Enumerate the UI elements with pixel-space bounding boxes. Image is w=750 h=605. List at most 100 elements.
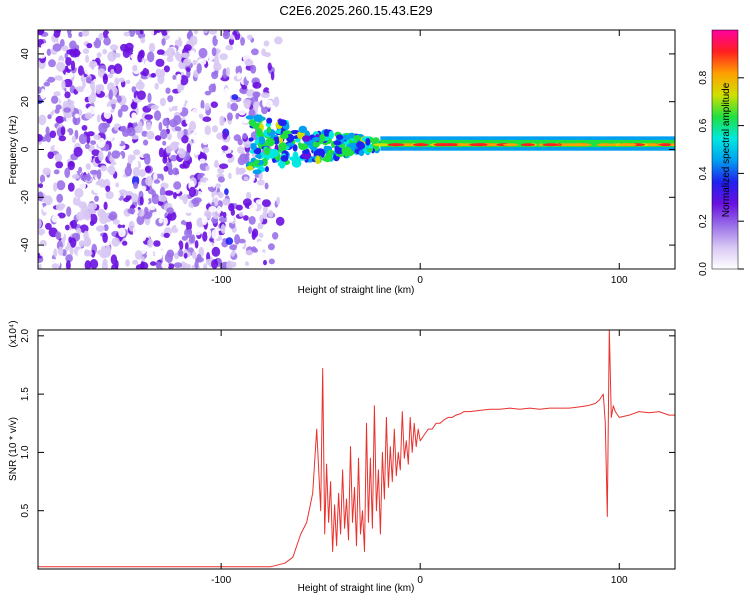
spectrogram-cell <box>70 60 76 71</box>
spectrogram-cell <box>177 249 184 257</box>
spectrogram-cell <box>102 258 108 266</box>
spectrogram-cell <box>197 212 202 219</box>
spectrogram-cell <box>44 99 52 111</box>
spectrogram-cell <box>71 205 79 214</box>
spectrogram-cell <box>165 87 171 94</box>
spectrogram-cell <box>56 61 66 72</box>
spectrogram-cell <box>130 193 139 203</box>
spectrogram-cell <box>261 92 270 99</box>
signal-band-peak <box>617 143 636 147</box>
spectrogram-cell <box>61 79 66 90</box>
spectrogram-cell <box>328 130 334 140</box>
spectrogram-cell <box>153 172 158 182</box>
spectrogram-cell <box>167 263 175 269</box>
spectrogram-cell <box>234 60 241 67</box>
spectrogram-cell <box>202 138 209 146</box>
spectrogram-cell <box>51 95 59 104</box>
spectrogram-cell <box>262 98 267 108</box>
spectrogram-cell <box>96 114 101 123</box>
spectrogram-cell <box>229 49 235 55</box>
spectrogram-cell <box>154 250 162 260</box>
spectrogram-cell <box>106 130 114 142</box>
spectrogram-cell <box>183 252 188 259</box>
spectrogram-cell <box>78 201 87 209</box>
spectrogram-cell <box>213 62 222 71</box>
spectrogram-cell <box>66 206 72 217</box>
spectrogram-cell <box>244 59 254 67</box>
spectrogram-cell <box>234 234 241 245</box>
spectrogram-cell <box>263 259 267 266</box>
spectrogram-cell <box>205 180 214 188</box>
spectrogram-cell <box>128 245 137 255</box>
spectrogram-cell <box>334 147 344 155</box>
spectrogram-cell <box>96 225 105 232</box>
spectrogram-cell <box>164 252 173 264</box>
spectrogram-cell <box>259 70 265 81</box>
spectrogram-cell <box>219 115 225 127</box>
spectrogram-cell <box>162 117 170 127</box>
spectrogram-cell <box>93 134 101 140</box>
spectrogram-cell <box>155 30 162 33</box>
spectrogram-cell <box>47 151 54 159</box>
spectrogram-cell <box>113 138 122 146</box>
signal-band-peak <box>659 143 673 147</box>
colorbar-ticks: 0.0 0.2 0.4 0.6 0.8 <box>698 70 744 276</box>
spectrogram-cell <box>161 30 168 36</box>
spectrogram-cell <box>262 225 267 236</box>
spectrogram-cell <box>367 148 373 153</box>
spectrogram-cell <box>201 81 211 87</box>
spectrogram-cell <box>156 49 165 56</box>
spectrogram-cell <box>220 224 226 234</box>
spectrogram-cell <box>186 220 192 232</box>
spectrogram-cell <box>132 64 138 72</box>
spectrogram-cell <box>159 186 166 198</box>
spectrogram-cell <box>91 149 100 157</box>
spectrogram-cell <box>69 47 78 58</box>
spectrogram-cell <box>270 149 279 157</box>
spectrogram-cell <box>50 190 56 199</box>
spectrogram-cell <box>188 50 196 60</box>
spectrogram-cell <box>267 243 275 251</box>
spectrogram-cell <box>54 108 60 114</box>
spectrogram-cell <box>163 217 168 226</box>
spectrogram-cell <box>173 192 177 199</box>
spectrogram-cell <box>145 30 152 34</box>
spectrogram-cell <box>250 144 257 151</box>
spectrogram-cell <box>138 169 147 177</box>
spectrogram-cell <box>295 138 301 143</box>
spectrogram-cell <box>228 203 235 212</box>
spectrogram-cell <box>73 146 83 157</box>
spectrogram-cell <box>102 30 110 39</box>
spectrogram-cell <box>92 60 97 68</box>
spectrogram-cell <box>131 86 137 93</box>
spectrogram-cell <box>164 190 174 196</box>
spectrogram-cell <box>107 32 116 38</box>
spectrogram-cell <box>230 102 239 112</box>
spectrogram-cell <box>140 37 146 44</box>
spectrogram-cell <box>211 259 219 269</box>
signal-band-peak <box>538 143 544 147</box>
spectrogram-cell <box>115 143 120 151</box>
colorbar: 0.0 0.2 0.4 0.6 0.8 Normalized spectral ampl… <box>698 29 744 276</box>
spectrogram-cell <box>82 48 90 55</box>
spectrogram-cell <box>208 206 217 213</box>
spectrogram-cell <box>248 226 252 235</box>
spectrogram-cell <box>108 214 116 220</box>
spectrogram-cell <box>84 143 90 150</box>
spectrogram-cell <box>50 67 55 76</box>
spectrogram-cell <box>268 180 275 187</box>
spectrogram-cell <box>53 248 58 258</box>
spectrogram-cell <box>77 65 84 76</box>
spectrogram-cell <box>65 254 73 263</box>
spectrogram-cell <box>217 167 225 174</box>
spectrogram-cell <box>263 40 270 47</box>
spectrogram-cell <box>211 246 221 257</box>
spectrogram-cell <box>278 142 288 151</box>
snr-y-axis-label: SNR (10 * v/v) <box>8 417 19 481</box>
spectrogram-cell <box>242 132 248 140</box>
spectrogram-cell <box>259 251 268 261</box>
spectrogram-cell <box>214 149 222 155</box>
spectrogram-cell <box>133 149 141 156</box>
spectrogram-cell <box>278 119 287 127</box>
